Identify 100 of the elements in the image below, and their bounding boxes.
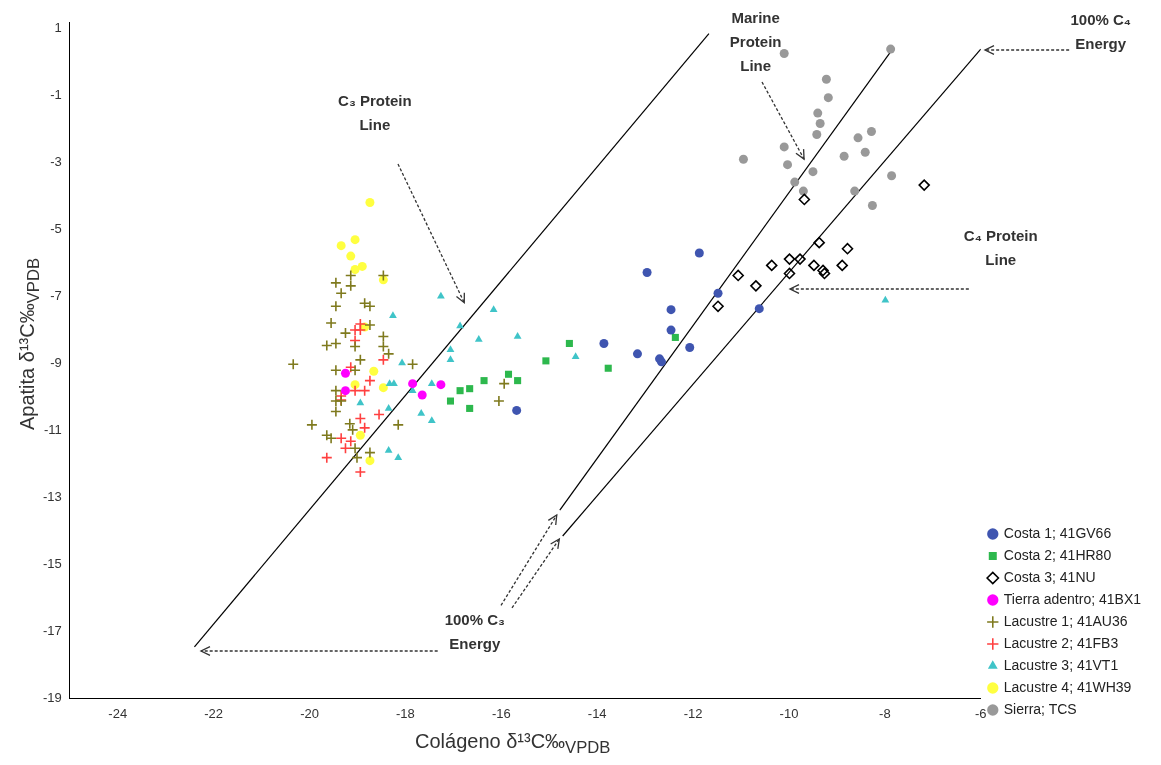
point — [330, 337, 342, 350]
point — [330, 405, 342, 418]
legend-label: Lacustre 3; 41VT1 — [1003, 656, 1119, 673]
point — [732, 269, 744, 282]
point — [446, 345, 455, 353]
y-tick-label: -9 — [50, 355, 62, 371]
point — [632, 349, 642, 359]
point — [474, 334, 483, 342]
point — [480, 377, 488, 385]
point — [340, 386, 350, 396]
point — [320, 451, 333, 464]
x-tick-label: -24 — [108, 705, 128, 721]
point — [808, 259, 820, 272]
point — [841, 242, 854, 255]
point — [390, 379, 398, 386]
point — [373, 408, 385, 421]
point — [489, 305, 498, 312]
point — [794, 253, 806, 265]
point — [599, 338, 609, 348]
point — [336, 241, 346, 251]
x-tick-label: -20 — [300, 705, 319, 721]
point — [823, 93, 833, 103]
point — [512, 405, 522, 415]
point — [369, 366, 379, 376]
point — [881, 295, 890, 303]
point — [713, 288, 723, 298]
point — [389, 311, 397, 318]
x-tick-label: -12 — [683, 705, 703, 721]
legend-label: Tierra adentro; 41BX1 — [1003, 590, 1142, 607]
point — [320, 339, 333, 352]
y-tick-label: -15 — [42, 556, 62, 572]
point — [358, 422, 371, 434]
point — [886, 44, 896, 54]
legend-label: Costa 2; 41HR80 — [1003, 546, 1112, 563]
point — [349, 340, 361, 353]
point — [918, 179, 930, 191]
point — [350, 264, 360, 274]
legend-label: Sierra; TCS — [1003, 700, 1077, 717]
point — [365, 197, 375, 207]
legend-label: Lacustre 2; 41FB3 — [1003, 634, 1119, 651]
point — [783, 160, 793, 170]
point — [821, 74, 831, 84]
point — [349, 364, 361, 377]
point — [571, 352, 580, 360]
point — [364, 446, 376, 459]
point — [344, 280, 357, 292]
point — [325, 317, 337, 329]
x-tick-label: -8 — [879, 705, 891, 721]
point — [783, 267, 796, 280]
point — [330, 277, 342, 289]
x-tick-label: -6 — [974, 705, 987, 721]
legend-label: Costa 3; 41NU — [1003, 568, 1096, 585]
point — [790, 177, 800, 187]
point — [853, 133, 863, 143]
x-tick-label: -16 — [491, 705, 511, 721]
point — [344, 435, 357, 448]
point — [364, 319, 376, 331]
y-tick-label: 1 — [54, 20, 62, 36]
point — [779, 48, 789, 58]
point — [417, 390, 427, 400]
point — [666, 325, 676, 335]
x-tick-label: -10 — [779, 705, 799, 721]
point — [812, 130, 822, 140]
point — [344, 269, 357, 282]
point — [427, 416, 436, 424]
y-tick-label: -5 — [50, 221, 62, 237]
point — [694, 248, 704, 258]
point — [738, 154, 748, 164]
point — [466, 404, 474, 412]
point — [340, 368, 350, 378]
x-tick-label: -18 — [396, 705, 415, 721]
y-tick-label: -3 — [50, 154, 62, 170]
point — [513, 331, 522, 339]
point — [504, 370, 513, 378]
point — [408, 379, 418, 389]
point — [754, 304, 764, 314]
point — [514, 377, 522, 385]
point — [335, 432, 347, 445]
point — [813, 236, 825, 249]
point — [542, 357, 550, 365]
point — [666, 305, 676, 315]
point — [798, 186, 808, 196]
point — [712, 300, 724, 313]
y-tick-label: -11 — [43, 422, 62, 438]
point — [783, 253, 796, 265]
point — [456, 387, 464, 395]
point — [349, 384, 361, 397]
point — [350, 235, 360, 245]
point — [364, 374, 376, 387]
point — [335, 287, 347, 300]
point — [604, 364, 612, 372]
point — [378, 383, 388, 393]
point — [354, 412, 367, 425]
point — [351, 451, 363, 464]
annotation: C₃ Protein Line — [338, 91, 412, 133]
point — [377, 354, 390, 366]
point — [685, 342, 695, 352]
y-tick-label: -7 — [50, 288, 62, 304]
point — [287, 358, 300, 371]
point — [808, 167, 818, 177]
